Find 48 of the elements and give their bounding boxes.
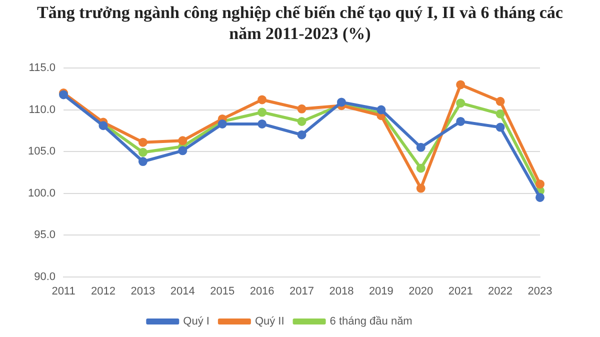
point — [178, 146, 188, 156]
point — [138, 138, 148, 147]
point — [416, 142, 426, 152]
point — [496, 122, 505, 132]
x-tick-label: 2022 — [488, 285, 513, 298]
point — [456, 98, 466, 108]
legend-label: 6 tháng đầu năm — [330, 316, 412, 328]
point — [297, 130, 306, 140]
y-tick-label: 100.0 — [28, 187, 56, 200]
point — [258, 119, 267, 128]
point — [218, 119, 227, 128]
chart-title: Tăng trưởng ngành công nghiệp chế biến chế tạo quý I, II và 6 tháng các năm 2011-2023 (%) — [36, 2, 564, 44]
legend-label: Quý I — [183, 316, 210, 328]
point — [376, 105, 386, 114]
point — [178, 136, 188, 146]
point — [258, 108, 267, 117]
y-tick-label: 90.0 — [34, 270, 56, 283]
x-tick-label: 2016 — [250, 285, 274, 298]
point — [416, 164, 426, 173]
x-tick-label: 2018 — [329, 285, 354, 298]
x-tick-label: 2014 — [170, 285, 195, 298]
point — [536, 192, 544, 202]
x-tick-label: 2023 — [528, 285, 552, 298]
y-tick-label: 95.0 — [34, 229, 56, 242]
x-tick-label: 2021 — [448, 285, 473, 298]
x-tick-label: 2017 — [290, 285, 314, 298]
x-tick-label: 2012 — [90, 285, 116, 298]
x-tick-label: 2020 — [408, 285, 434, 298]
y-tick-label: 105.0 — [28, 146, 56, 158]
point — [456, 80, 466, 90]
point — [536, 180, 544, 189]
point — [297, 104, 306, 114]
y-tick-label: 115.0 — [28, 62, 56, 74]
point — [258, 95, 267, 104]
point — [138, 148, 148, 157]
x-tick-label: 2015 — [210, 285, 235, 298]
legend-label: Quý II — [254, 316, 284, 328]
point — [496, 109, 505, 118]
point — [496, 96, 505, 106]
point — [336, 98, 346, 107]
x-tick-label: 2011 — [52, 285, 76, 298]
point — [456, 116, 466, 126]
y-tick-label: 110.0 — [28, 104, 56, 116]
point — [416, 184, 426, 193]
point — [138, 157, 148, 166]
x-tick-label: 2019 — [368, 285, 394, 298]
x-tick-label: 2013 — [130, 285, 156, 298]
point — [297, 116, 306, 126]
